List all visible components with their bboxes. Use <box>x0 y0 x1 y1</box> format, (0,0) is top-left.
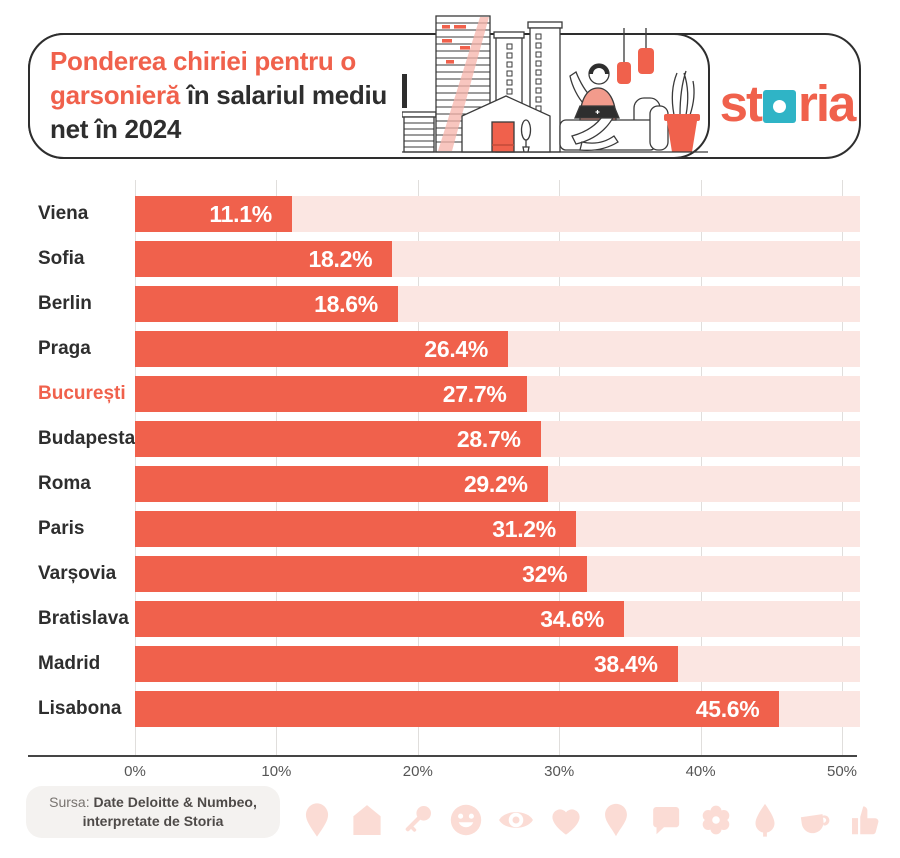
x-axis-line <box>28 755 857 757</box>
title-line-3: net în 2024 <box>50 114 182 144</box>
storia-logo: st ria <box>714 70 860 132</box>
bar-track: 28.7% <box>135 421 860 457</box>
value-label: 29.2% <box>463 470 528 497</box>
x-axis-ticks: 0% 10% 20% 30% 40% 50% <box>0 763 900 783</box>
category-label: Paris <box>38 518 85 539</box>
value-label: 32% <box>522 560 568 587</box>
bar-track: 11.1% <box>135 196 860 232</box>
category-label: Lisabona <box>38 698 122 719</box>
key-icon <box>398 800 436 840</box>
x-tick-label: 10% <box>261 763 292 780</box>
chart-rows: Viena 11.1% Sofia 18.2% Berlin 18.6% Praga 26.4… <box>0 196 900 736</box>
chart-row: Bratislava 34.6% <box>0 601 900 637</box>
coffee-cup-icon <box>796 800 834 840</box>
house-icon <box>348 800 386 840</box>
category-label: București <box>38 383 126 404</box>
chart-row: Praga 26.4% <box>0 331 900 367</box>
balloon-pin-icon <box>597 800 635 840</box>
bar-track: 38.4% <box>135 646 860 682</box>
logo-square-icon <box>762 90 796 123</box>
bar-track: 18.2% <box>135 241 860 277</box>
value-label: 18.6% <box>314 290 378 317</box>
x-tick-label: 40% <box>685 763 716 780</box>
chart-row: București 27.7% <box>0 376 900 412</box>
x-tick-label: 30% <box>544 763 575 780</box>
value-label: 34.6% <box>540 605 604 632</box>
bar-track: 27.7% <box>135 376 860 412</box>
bar: 28.7% <box>135 421 541 457</box>
bar: 29.2% <box>135 466 548 502</box>
source-line-2: interpretate de Storia <box>82 813 224 829</box>
category-label: Varșovia <box>38 563 117 584</box>
chart-row: Viena 11.1% <box>0 196 900 232</box>
bar: 18.2% <box>135 241 393 277</box>
logo-text-ria: ria <box>797 75 856 132</box>
category-label: Berlin <box>38 293 92 314</box>
chart-row: Roma 29.2% <box>0 466 900 502</box>
value-label: 27.7% <box>442 380 507 407</box>
value-label: 11.1% <box>209 200 272 227</box>
bar: 27.7% <box>135 376 527 412</box>
logo-dot <box>772 100 786 113</box>
heart-icon <box>547 800 585 840</box>
x-tick-label: 20% <box>402 763 433 780</box>
category-label: Madrid <box>38 653 101 674</box>
chart-row: Sofia 18.2% <box>0 241 900 277</box>
chart-row: Berlin 18.6% <box>0 286 900 322</box>
chart-row: Lisabona 45.6% <box>0 691 900 727</box>
source-line-1: Sursa: Date Deloitte & Numbeo, <box>49 794 257 810</box>
source-box: Sursa: Date Deloitte & Numbeo, interpret… <box>26 786 280 838</box>
header-illustration <box>402 15 708 153</box>
chart-row: Varșovia 32% <box>0 556 900 592</box>
chart-row: Paris 31.2% <box>0 511 900 547</box>
page-title: Ponderea chiriei pentru o garsonieră în … <box>50 44 450 146</box>
bar: 11.1% <box>135 196 292 232</box>
bar-track: 18.6% <box>135 286 860 322</box>
x-tick-label: 0% <box>124 763 146 780</box>
decorative-icon-row <box>298 797 884 843</box>
speech-bubble-icon <box>647 800 685 840</box>
bar: 26.4% <box>135 331 509 367</box>
value-label: 18.2% <box>308 245 373 272</box>
category-label: Budapesta <box>38 428 136 449</box>
logo-text-st: st <box>719 75 763 132</box>
title-line-2: garsonieră în salariul mediu <box>50 80 387 110</box>
category-label: Roma <box>38 473 91 494</box>
bar-track: 26.4% <box>135 331 860 367</box>
bar: 18.6% <box>135 286 398 322</box>
location-pin-icon <box>298 800 336 840</box>
flower-icon <box>697 800 735 840</box>
category-label: Viena <box>38 203 89 224</box>
chart-row: Budapesta 28.7% <box>0 421 900 457</box>
chart-row: Madrid 38.4% <box>0 646 900 682</box>
smiley-icon <box>447 800 485 840</box>
tree-icon <box>746 800 784 840</box>
category-label: Praga <box>38 338 91 359</box>
eye-icon <box>497 800 535 840</box>
bar-track: 31.2% <box>135 511 860 547</box>
bar: 45.6% <box>135 691 780 727</box>
value-label: 28.7% <box>456 425 521 452</box>
value-label: 45.6% <box>695 695 760 722</box>
bar-track: 34.6% <box>135 601 860 637</box>
x-tick-label: 50% <box>826 763 858 780</box>
bar: 31.2% <box>135 511 576 547</box>
bar-track: 29.2% <box>135 466 860 502</box>
value-label: 31.2% <box>492 515 556 542</box>
thumbs-up-icon <box>846 800 884 840</box>
bar: 32% <box>135 556 588 592</box>
bar-track: 32% <box>135 556 860 592</box>
title-line-1: Ponderea chiriei pentru o <box>50 46 357 76</box>
category-label: Sofia <box>38 248 85 269</box>
bar: 38.4% <box>135 646 678 682</box>
bar-track: 45.6% <box>135 691 860 727</box>
value-label: 26.4% <box>424 335 489 362</box>
category-label: Bratislava <box>38 608 129 629</box>
bar: 34.6% <box>135 601 624 637</box>
value-label: 38.4% <box>593 650 658 677</box>
